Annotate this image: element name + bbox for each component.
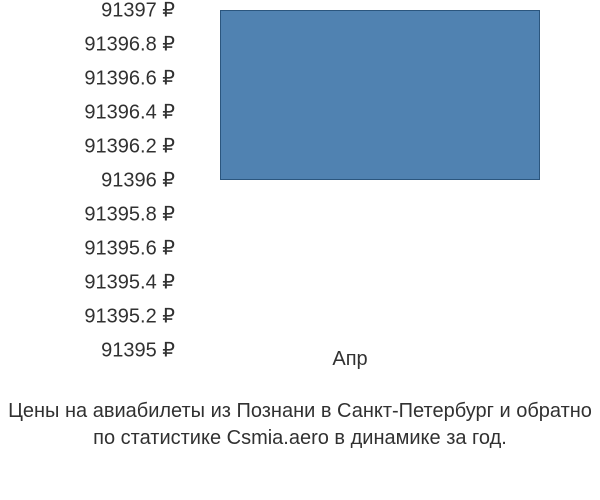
y-tick-label: 91396.4 ₽ [84,100,175,125]
x-tick-label: Апр [332,348,367,371]
y-tick-label: 91395.4 ₽ [84,270,175,295]
y-tick-label: 91397 ₽ [101,0,175,23]
y-axis: 91397 ₽91396.8 ₽91396.6 ₽91396.4 ₽91396.… [30,10,175,350]
y-tick-label: 91396.8 ₽ [84,32,175,57]
chart-caption-line1: Цены на авиабилеты из Познани в Санкт-Пе… [0,398,600,424]
y-tick-label: 91396.6 ₽ [84,66,175,91]
y-tick-label: 91396 ₽ [101,168,175,193]
y-tick-label: 91396.2 ₽ [84,134,175,159]
y-tick-label: 91395.6 ₽ [84,236,175,261]
bar [220,10,540,180]
price-chart: 91397 ₽91396.8 ₽91396.6 ₽91396.4 ₽91396.… [30,10,575,350]
chart-caption-line2: по статистике Csmia.aero в динамике за г… [0,425,600,451]
x-axis: Апр [155,348,545,378]
plot-area [185,10,575,350]
y-tick-label: 91395.2 ₽ [84,304,175,329]
y-tick-label: 91395.8 ₽ [84,202,175,227]
